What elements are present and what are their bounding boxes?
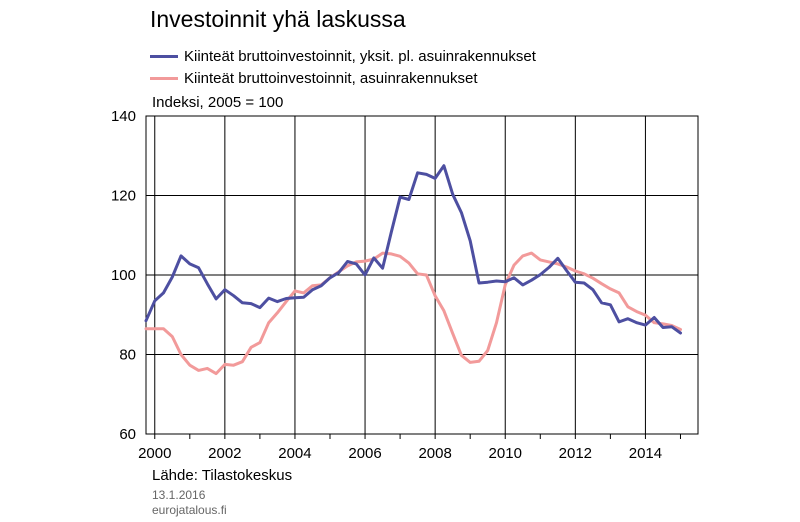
site-name: eurojatalous.fi [152, 503, 227, 517]
x-tick-label: 2000 [138, 445, 171, 462]
plot-frame [145, 115, 699, 435]
x-tick-label: 2010 [489, 445, 522, 462]
legend: Kiinteät bruttoinvestoinnit, yksit. pl. … [150, 45, 536, 89]
x-tick-label: 2012 [559, 445, 592, 462]
y-tick-label: 60 [119, 426, 136, 443]
x-tick-label: 2014 [629, 445, 662, 462]
series-line-1 [144, 164, 682, 335]
y-tick-label: 140 [111, 108, 136, 125]
legend-entry-series1: Kiinteät bruttoinvestoinnit, yksit. pl. … [150, 45, 536, 67]
y-axis-unit-label: Indeksi, 2005 = 100 [152, 94, 284, 111]
x-tick-label: 2004 [278, 445, 311, 462]
publish-date: 13.1.2016 [152, 488, 206, 502]
y-tick-label: 100 [111, 267, 136, 284]
x-tick-label: 2002 [208, 445, 241, 462]
legend-label-series2: Kiinteät bruttoinvestoinnit, asuinrakenn… [184, 69, 478, 87]
series-line-2 [144, 251, 682, 376]
y-tick-label: 120 [111, 188, 136, 205]
legend-entry-series2: Kiinteät bruttoinvestoinnit, asuinrakenn… [150, 67, 536, 89]
y-tick-label: 80 [119, 347, 136, 364]
legend-label-series1: Kiinteät bruttoinvestoinnit, yksit. pl. … [184, 47, 536, 65]
x-tick-label: 2006 [348, 445, 381, 462]
source-note: Lähde: Tilastokeskus [152, 467, 293, 484]
legend-swatch-series2 [150, 76, 178, 80]
x-tick-label: 2008 [418, 445, 451, 462]
chart-title: Investoinnit yhä laskussa [150, 6, 406, 32]
legend-swatch-series1 [150, 54, 178, 58]
